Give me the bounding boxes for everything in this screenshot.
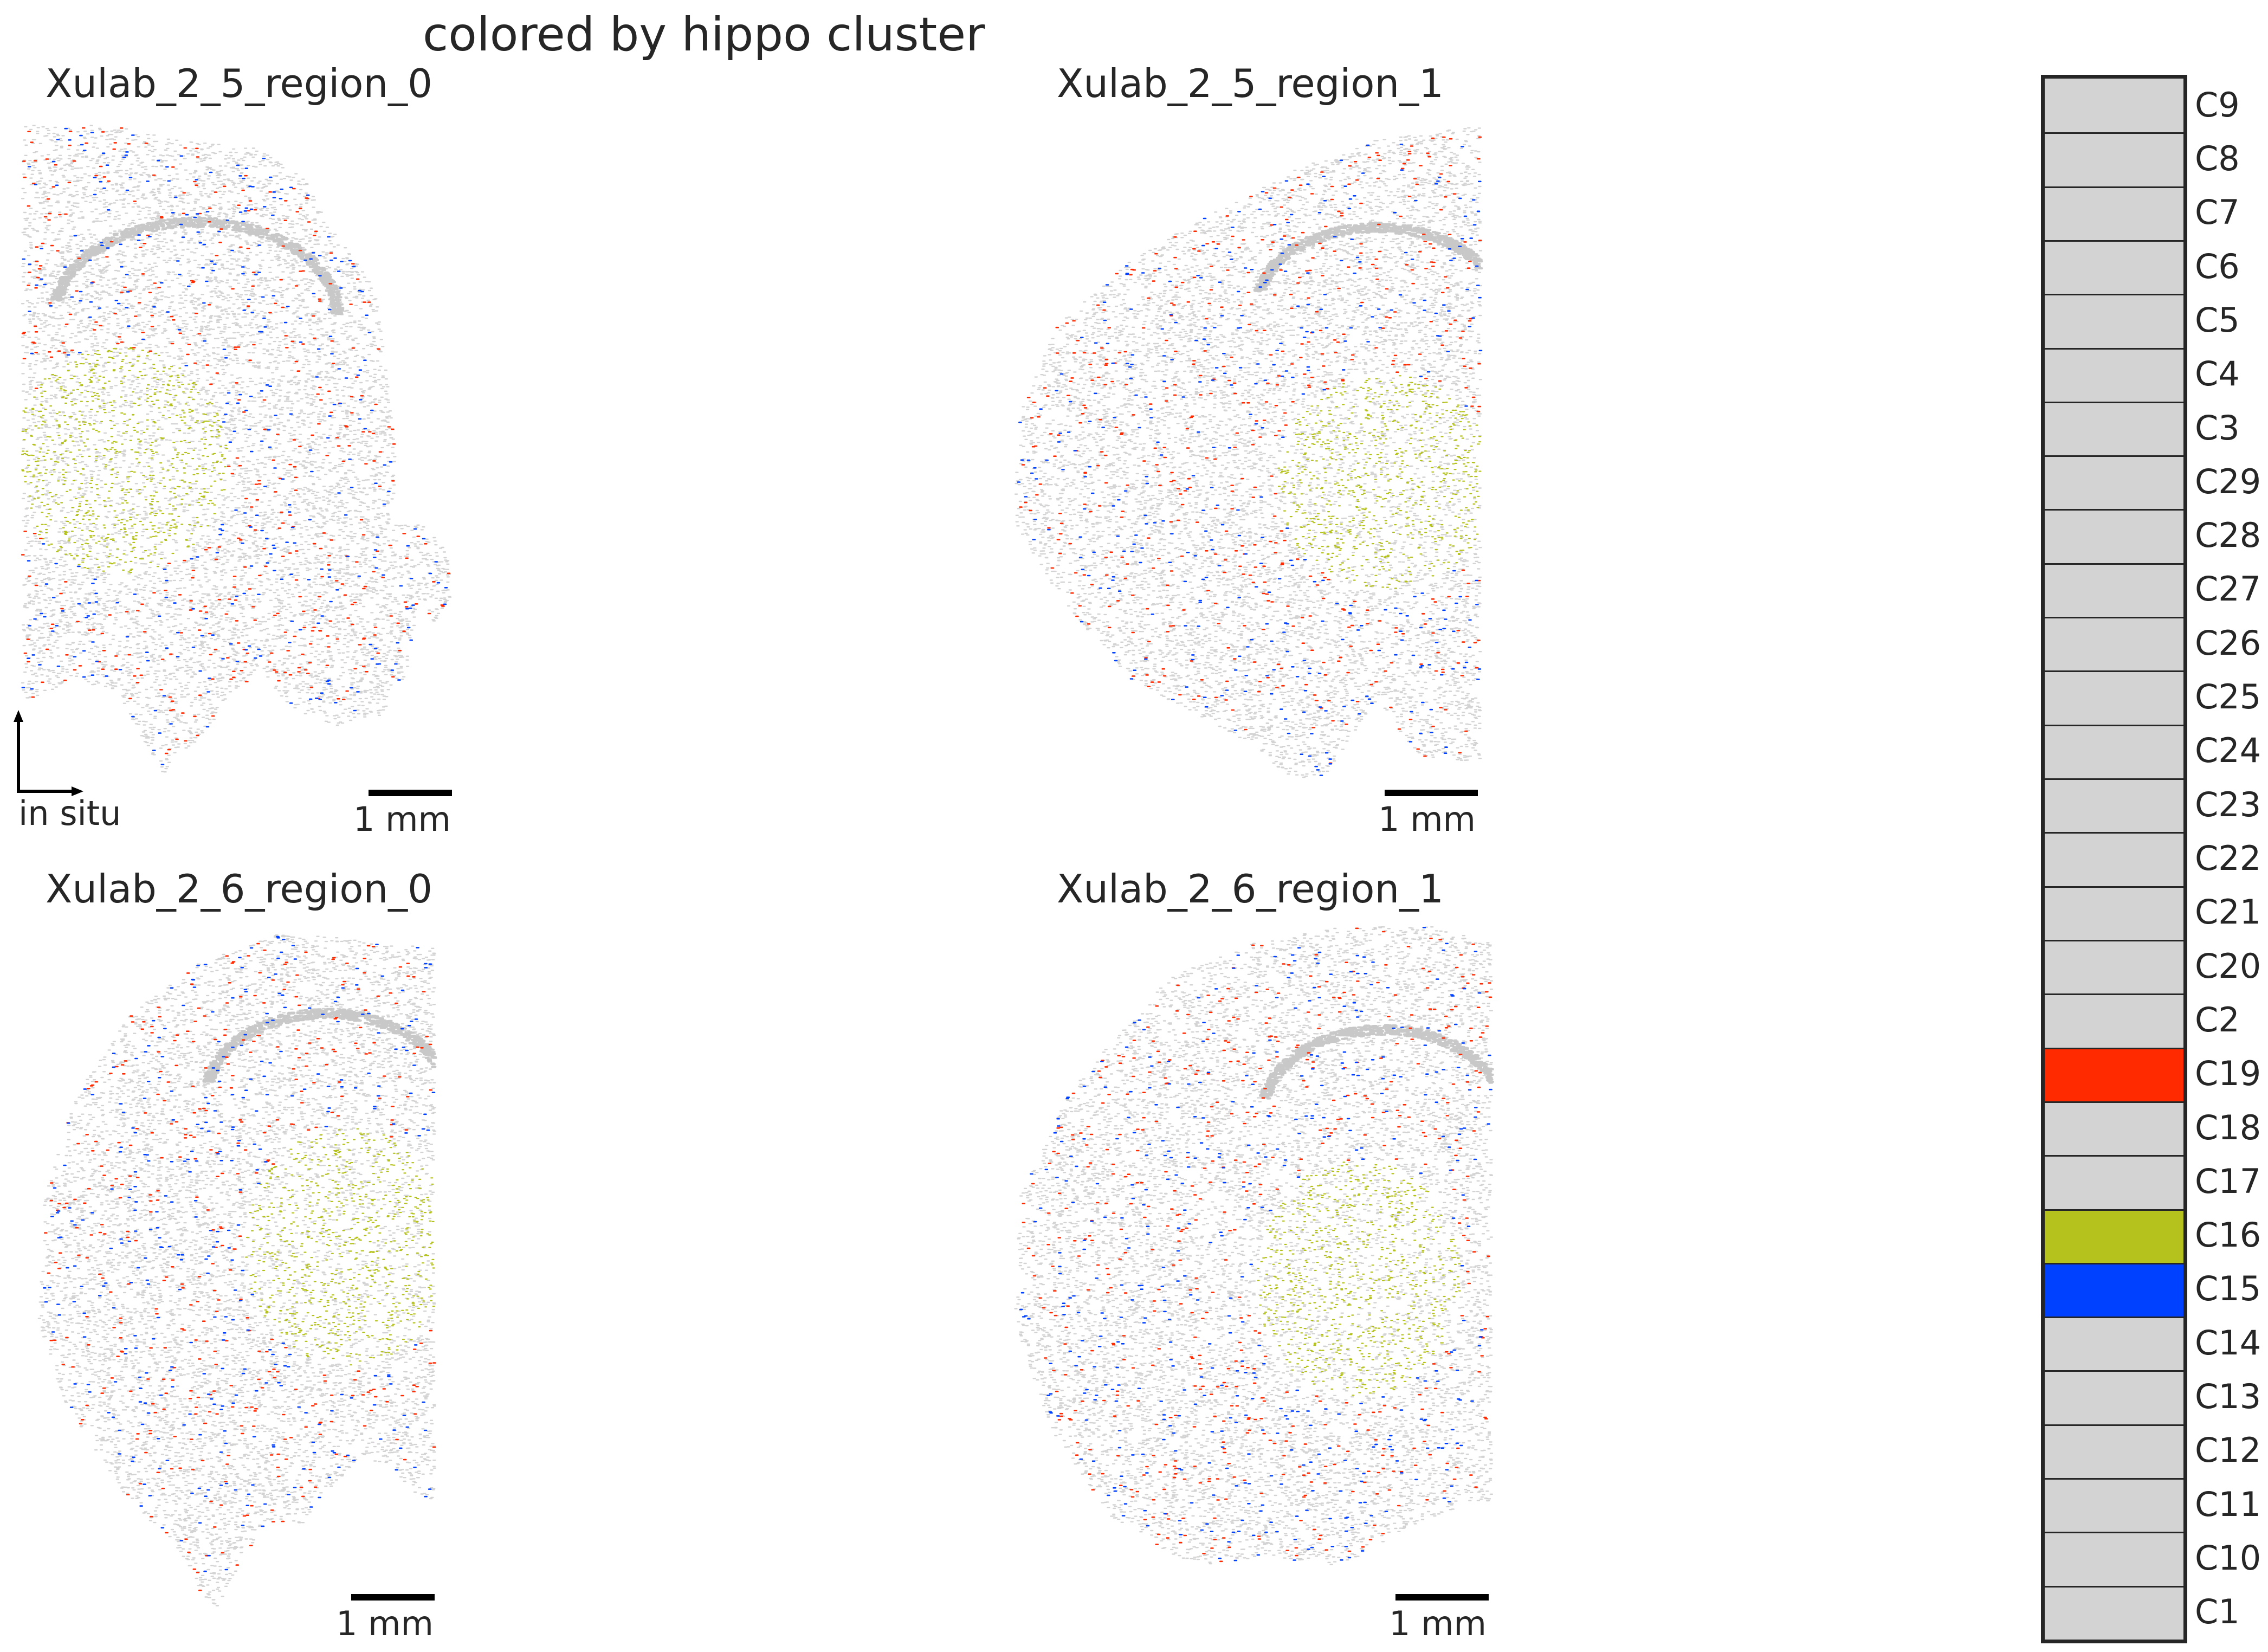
- legend-swatch-c26: [2045, 617, 2183, 671]
- panel-0-arc-points: [50, 216, 345, 315]
- scalebar-label-3: 1 mm: [1389, 1604, 1487, 1643]
- legend-swatch-c9: [2045, 79, 2183, 133]
- legend-label-c16: C16: [2195, 1215, 2261, 1255]
- scalebar-bar-1: [1385, 790, 1478, 796]
- legend-label-c1: C1: [2195, 1592, 2240, 1632]
- legend-swatch-c22: [2045, 832, 2183, 886]
- legend-swatch-c19: [2045, 1047, 2183, 1101]
- tissue-scatter-2: [37, 934, 437, 1606]
- legend-label-c13: C13: [2195, 1377, 2261, 1417]
- panel-0-gray-points: [21, 125, 452, 773]
- cluster-legend: [2041, 75, 2187, 1643]
- legend-swatch-c7: [2045, 186, 2183, 240]
- panel-title-0: Xulab_2_5_region_0: [46, 61, 432, 106]
- legend-swatch-c1: [2045, 1585, 2183, 1640]
- legend-label-c24: C24: [2195, 731, 2261, 771]
- scalebar-label-1: 1 mm: [1378, 799, 1476, 839]
- legend-label-c4: C4: [2195, 354, 2240, 394]
- legend-swatch-c18: [2045, 1101, 2183, 1156]
- legend-label-c15: C15: [2195, 1269, 2261, 1309]
- axes-indicator-arrows: [14, 710, 83, 796]
- tissue-scatter-3: [1014, 926, 1494, 1565]
- panel-0-c19-points: [21, 127, 451, 754]
- legend-swatch-c8: [2045, 132, 2183, 186]
- legend-label-c18: C18: [2195, 1107, 2261, 1147]
- panel-title-1: Xulab_2_5_region_1: [1057, 61, 1444, 106]
- legend-swatch-c28: [2045, 509, 2183, 563]
- legend-swatch-c23: [2045, 778, 2183, 833]
- panel-3-c16-points: [1256, 1161, 1461, 1396]
- legend-label-c22: C22: [2195, 838, 2261, 878]
- panel-title-3: Xulab_2_6_region_1: [1057, 866, 1444, 912]
- panel-2-c15-points: [43, 935, 436, 1572]
- legend-swatch-c20: [2045, 939, 2183, 994]
- legend-swatch-c13: [2045, 1370, 2183, 1424]
- figure-title: colored by hippo cluster: [423, 8, 985, 62]
- panel-3-c19-points: [1022, 927, 1492, 1563]
- panel-title-2: Xulab_2_6_region_0: [46, 866, 432, 912]
- legend-swatch-c25: [2045, 670, 2183, 725]
- legend-swatch-c6: [2045, 240, 2183, 294]
- legend-swatch-c10: [2045, 1532, 2183, 1586]
- legend-label-c6: C6: [2195, 246, 2240, 286]
- legend-label-c2: C2: [2195, 999, 2240, 1040]
- scalebar-bar-0: [369, 790, 452, 796]
- axes-indicator-right-arrowhead: [72, 786, 83, 796]
- scalebar-label-0: 1 mm: [353, 799, 451, 839]
- legend-label-c21: C21: [2195, 892, 2261, 932]
- legend-label-c3: C3: [2195, 408, 2240, 448]
- panel-1-arc-points: [1253, 222, 1483, 293]
- legend-swatch-c16: [2045, 1209, 2183, 1263]
- legend-swatch-c4: [2045, 347, 2183, 402]
- panel-2-c19-points: [44, 943, 436, 1591]
- panel-1-c19-points: [1019, 136, 1482, 764]
- legend-label-c10: C10: [2195, 1538, 2261, 1578]
- panel-3-arc-points: [1259, 1024, 1494, 1100]
- panel-3-c15-points: [1019, 927, 1492, 1561]
- legend-label-c25: C25: [2195, 677, 2261, 717]
- legend-label-c5: C5: [2195, 300, 2240, 340]
- legend-swatch-c27: [2045, 563, 2183, 617]
- legend-label-c26: C26: [2195, 623, 2261, 663]
- legend-swatch-c3: [2045, 401, 2183, 456]
- panel-1-c16-points: [1277, 375, 1482, 589]
- legend-swatch-c21: [2045, 886, 2183, 940]
- scalebar-bar-2: [351, 1594, 435, 1601]
- legend-swatch-c2: [2045, 993, 2183, 1048]
- legend-swatch-c24: [2045, 724, 2183, 779]
- legend-label-c29: C29: [2195, 461, 2261, 501]
- panel-1-gray-points: [1014, 127, 1483, 778]
- legend-label-c12: C12: [2195, 1430, 2261, 1470]
- scalebar-label-2: 1 mm: [336, 1604, 434, 1643]
- panel-1-c15-points: [1017, 144, 1483, 776]
- legend-label-c20: C20: [2195, 946, 2261, 986]
- legend-swatch-c11: [2045, 1478, 2183, 1532]
- panel-3-gray-points: [1014, 926, 1494, 1565]
- legend-swatch-c15: [2045, 1262, 2183, 1317]
- legend-swatch-c5: [2045, 294, 2183, 348]
- legend-swatch-c14: [2045, 1317, 2183, 1371]
- legend-label-c9: C9: [2195, 85, 2240, 125]
- legend-label-c27: C27: [2195, 569, 2261, 609]
- panel-2-gray-points: [37, 934, 437, 1606]
- tissue-scatter-0: [21, 125, 452, 773]
- legend-label-c23: C23: [2195, 784, 2261, 824]
- legend-label-c19: C19: [2195, 1054, 2261, 1094]
- panel-0-c16-points: [21, 347, 228, 573]
- panel-0-c15-points: [21, 127, 448, 765]
- legend-label-c28: C28: [2195, 515, 2261, 556]
- legend-label-c11: C11: [2195, 1484, 2261, 1524]
- tissue-scatter-1: [1014, 127, 1483, 778]
- axes-indicator-label: in situ: [18, 793, 121, 833]
- legend-label-c8: C8: [2195, 138, 2240, 178]
- scalebar-bar-3: [1395, 1594, 1489, 1601]
- legend-label-c14: C14: [2195, 1322, 2261, 1363]
- legend-label-c17: C17: [2195, 1161, 2261, 1201]
- legend-swatch-c12: [2045, 1424, 2183, 1479]
- legend-swatch-c29: [2045, 455, 2183, 509]
- legend-swatch-c17: [2045, 1155, 2183, 1209]
- legend-label-c7: C7: [2195, 192, 2240, 233]
- panel-2-c16-points: [245, 1128, 435, 1366]
- axes-indicator-up-arrowhead: [14, 710, 23, 722]
